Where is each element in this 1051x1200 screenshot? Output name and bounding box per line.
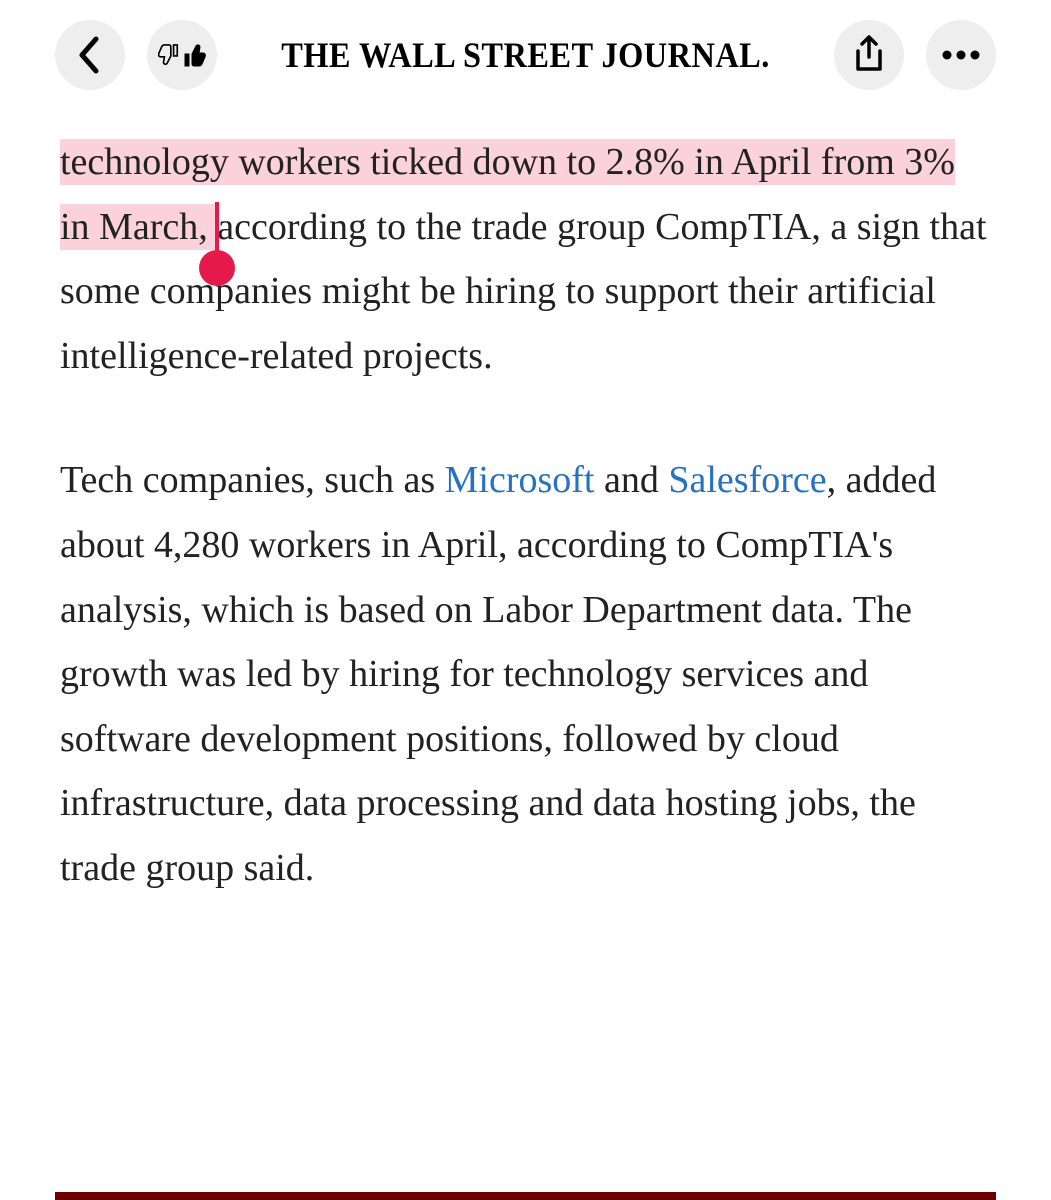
bottom-divider <box>55 1192 996 1200</box>
thumbs-down-icon <box>158 44 180 66</box>
chevron-left-icon <box>76 35 104 75</box>
paragraph-2[interactable]: Tech companies, such as Microsoft and Sa… <box>60 448 991 900</box>
p2-part1: Tech companies, such as <box>60 459 445 501</box>
feedback-button[interactable] <box>147 20 217 90</box>
link-salesforce[interactable]: Sales­force <box>668 459 826 501</box>
vote-icons <box>158 43 206 67</box>
masthead-title: THE WALL STREET JOURNAL. <box>268 34 784 76</box>
thumbs-up-icon <box>182 43 206 67</box>
article-body: technology workers ticked down to 2.8% i… <box>0 100 1051 901</box>
p2-part3: , added about 4,280 workers in April, ac… <box>60 459 936 889</box>
app-header: THE WALL STREET JOURNAL. <box>0 0 1051 100</box>
ellipsis-icon <box>941 49 981 61</box>
more-button[interactable] <box>926 20 996 90</box>
share-button[interactable] <box>834 20 904 90</box>
back-button[interactable] <box>55 20 125 90</box>
p2-part2: and <box>594 459 668 501</box>
share-icon <box>852 35 886 75</box>
link-microsoft[interactable]: Microsoft <box>445 459 595 501</box>
paragraph-1[interactable]: technology workers ticked down to 2.8% i… <box>60 130 991 388</box>
